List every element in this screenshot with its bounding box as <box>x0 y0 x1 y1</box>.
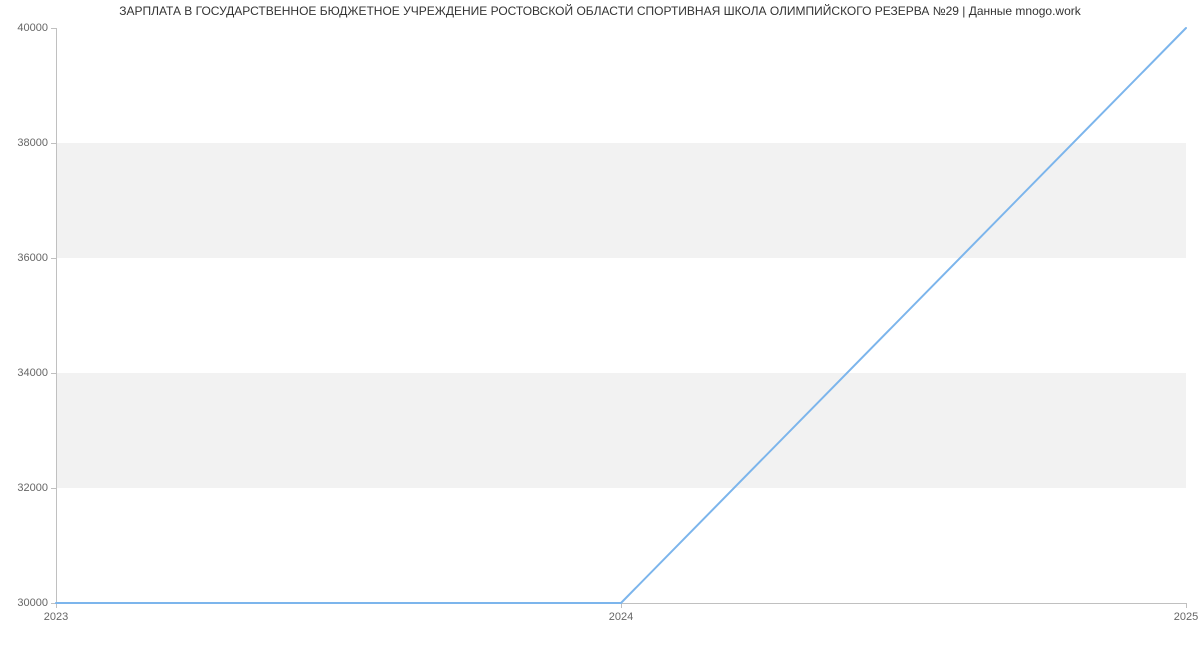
y-tick-label: 34000 <box>17 367 48 379</box>
x-tick-label: 2023 <box>44 611 68 623</box>
series-layer <box>56 28 1186 603</box>
y-tick-label: 40000 <box>17 22 48 34</box>
y-tick-label: 30000 <box>17 597 48 609</box>
y-tick-label: 38000 <box>17 137 48 149</box>
salary-chart: ЗАРПЛАТА В ГОСУДАРСТВЕННОЕ БЮДЖЕТНОЕ УЧР… <box>0 0 1200 650</box>
x-tick-label: 2024 <box>609 611 633 623</box>
x-tick <box>1186 603 1187 608</box>
series-line-salary <box>56 28 1186 603</box>
x-tick-label: 2025 <box>1174 611 1198 623</box>
chart-title: ЗАРПЛАТА В ГОСУДАРСТВЕННОЕ БЮДЖЕТНОЕ УЧР… <box>0 4 1200 18</box>
y-tick-label: 32000 <box>17 482 48 494</box>
plot-area: 3000032000340003600038000400002023202420… <box>56 28 1186 603</box>
y-tick-label: 36000 <box>17 252 48 264</box>
